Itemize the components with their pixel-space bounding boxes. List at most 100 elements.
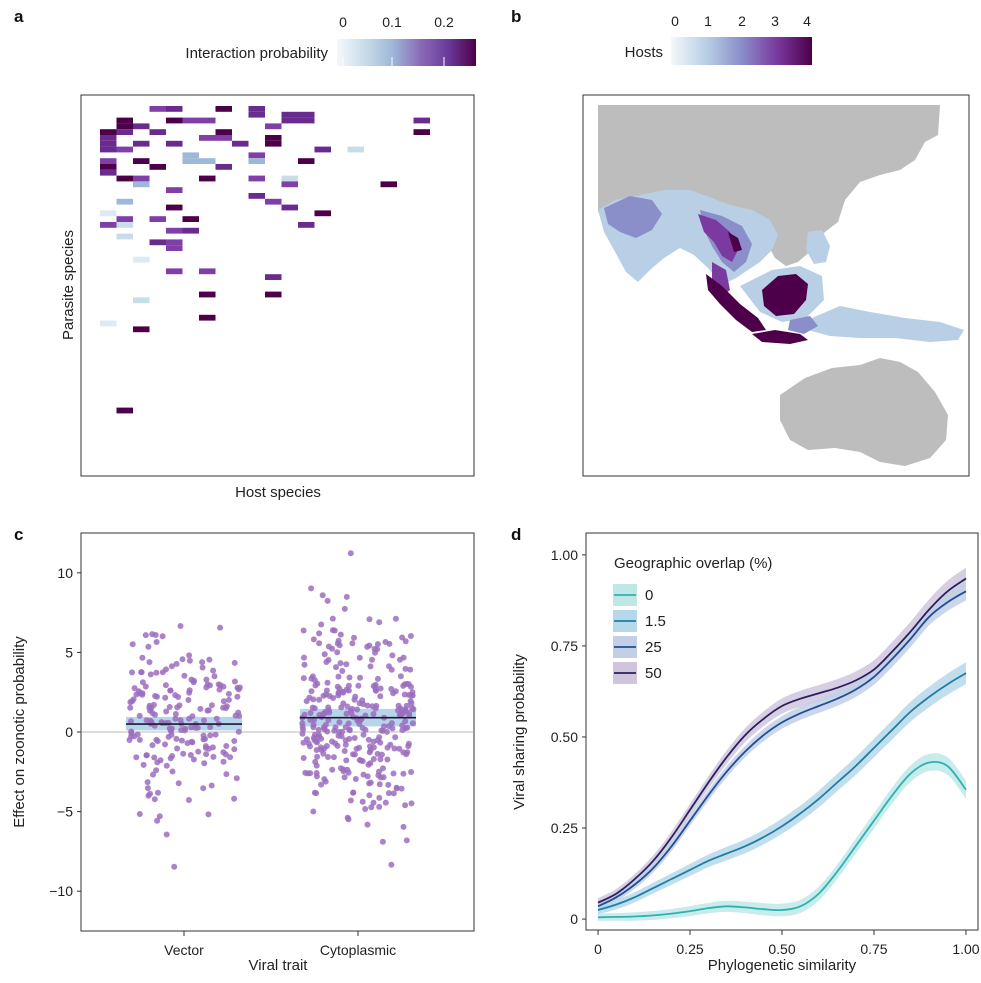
plot-c-point: [159, 633, 166, 640]
plot-c-point: [366, 616, 373, 623]
plot-c-point: [299, 720, 306, 727]
heatmap-cell: [166, 187, 183, 193]
heatmap-cell: [100, 169, 117, 176]
plot-c-point: [139, 654, 146, 661]
plot-c-point: [324, 597, 331, 604]
plot-c-point: [309, 704, 316, 711]
plot-c-point: [336, 719, 343, 726]
plot-c-point: [129, 669, 135, 676]
plot-c-point: [343, 757, 350, 764]
plot-c-point: [348, 710, 355, 717]
plot-c-point: [341, 774, 348, 781]
colorbar-b-tick-4: 4: [803, 13, 811, 29]
plot-c-point: [225, 696, 232, 703]
heatmap-cell: [199, 158, 216, 164]
heatmap-ylabel: Parasite species: [60, 230, 77, 340]
plot-c-xlabel: Viral trait: [249, 957, 309, 974]
heatmap-cell: [413, 129, 430, 135]
plot-d-xtick-label: 0.25: [676, 941, 703, 957]
plot-c-point: [323, 743, 330, 749]
heatmap-cell: [133, 123, 150, 130]
plot-d-xlabel: Phylogenetic similarity: [708, 957, 857, 974]
plot-c-point: [210, 753, 217, 760]
plot-c-point: [325, 704, 332, 711]
plot-c-point: [301, 711, 308, 718]
plot-c-point: [334, 742, 341, 749]
plot-c-point: [326, 709, 333, 716]
heatmap-cell: [116, 216, 133, 222]
plot-c-point: [385, 790, 392, 797]
plot-c-point: [330, 754, 337, 761]
plot-c-point: [177, 623, 184, 629]
plot-c-point: [345, 769, 352, 776]
heatmap-cell: [116, 198, 133, 205]
legend-label: 50: [645, 665, 662, 682]
heatmap-frame: [80, 94, 475, 477]
plot-c-point: [157, 757, 164, 764]
heatmap-cell: [116, 175, 133, 182]
plot-c-point: [143, 752, 150, 759]
panel-c: c −10 −5 0 5 10 Vector Cytoplasmic Viral trai…: [11, 525, 475, 974]
plot-c-point: [318, 735, 325, 742]
plot-c-point: [338, 704, 345, 711]
heatmap-cell: [100, 222, 117, 228]
plot-c-point: [203, 751, 210, 758]
plot-c-point: [308, 585, 315, 592]
plot-c-ytick-label: 5: [65, 644, 73, 660]
plot-c-point: [365, 736, 372, 743]
heatmap-cell: [166, 268, 183, 275]
plot-c-point: [390, 790, 397, 797]
plot-c-point: [346, 674, 353, 681]
plot-c-point: [307, 770, 314, 777]
plot-d-ytick-label: 0: [570, 911, 578, 927]
plot-c-ytick-label: −5: [57, 804, 73, 820]
plot-c-point: [380, 765, 386, 772]
plot-c-point: [372, 684, 379, 691]
plot-c-point: [349, 640, 356, 647]
plot-c-point: [171, 863, 178, 870]
heatmap-cell: [100, 129, 117, 135]
plot-c-point: [159, 720, 166, 727]
plot-c-point: [302, 769, 309, 776]
plot-c-point: [370, 756, 377, 762]
plot-c-point: [136, 712, 143, 719]
heatmap-cell: [100, 210, 117, 217]
heatmap-cell: [116, 117, 133, 124]
map-range-4-java: [752, 330, 808, 344]
plot-c-point: [186, 657, 193, 664]
plot-c-point: [307, 743, 313, 750]
plot-c-point: [127, 704, 134, 711]
panel-letter-d: d: [511, 525, 521, 544]
heatmap-cell: [166, 106, 183, 112]
colorbar-b-gradient: [671, 37, 812, 65]
plot-c-point: [386, 640, 393, 647]
plot-c-point: [300, 755, 307, 761]
heatmap-cell: [215, 164, 232, 170]
plot-c-point: [367, 663, 374, 670]
heatmap-xlabel: Host species: [235, 484, 321, 501]
plot-c-point: [407, 666, 414, 673]
plot-c-point: [388, 861, 395, 868]
plot-c-point: [325, 643, 332, 650]
plot-c-point: [400, 710, 407, 717]
plot-c-point: [167, 687, 174, 694]
plot-c-point: [316, 696, 323, 703]
map-range-4-indochina: [728, 232, 742, 252]
plot-c-point: [409, 720, 416, 727]
plot-c-point: [347, 550, 354, 557]
plot-c-point: [147, 790, 153, 797]
plot-c-point: [181, 672, 188, 679]
plot-c-point: [222, 751, 229, 758]
plot-c-point: [301, 654, 307, 661]
plot-c-point: [379, 838, 386, 845]
plot-c-point: [385, 723, 392, 730]
plot-c-point: [354, 706, 361, 713]
plot-c-points: [126, 550, 417, 870]
plot-c-point: [142, 632, 149, 639]
plot-c-point: [173, 735, 180, 742]
heatmap-cell: [182, 227, 199, 234]
plot-c-point: [332, 724, 339, 731]
plot-c-point: [142, 683, 149, 690]
plot-c-point: [151, 754, 158, 761]
heatmap-cell: [100, 135, 117, 141]
